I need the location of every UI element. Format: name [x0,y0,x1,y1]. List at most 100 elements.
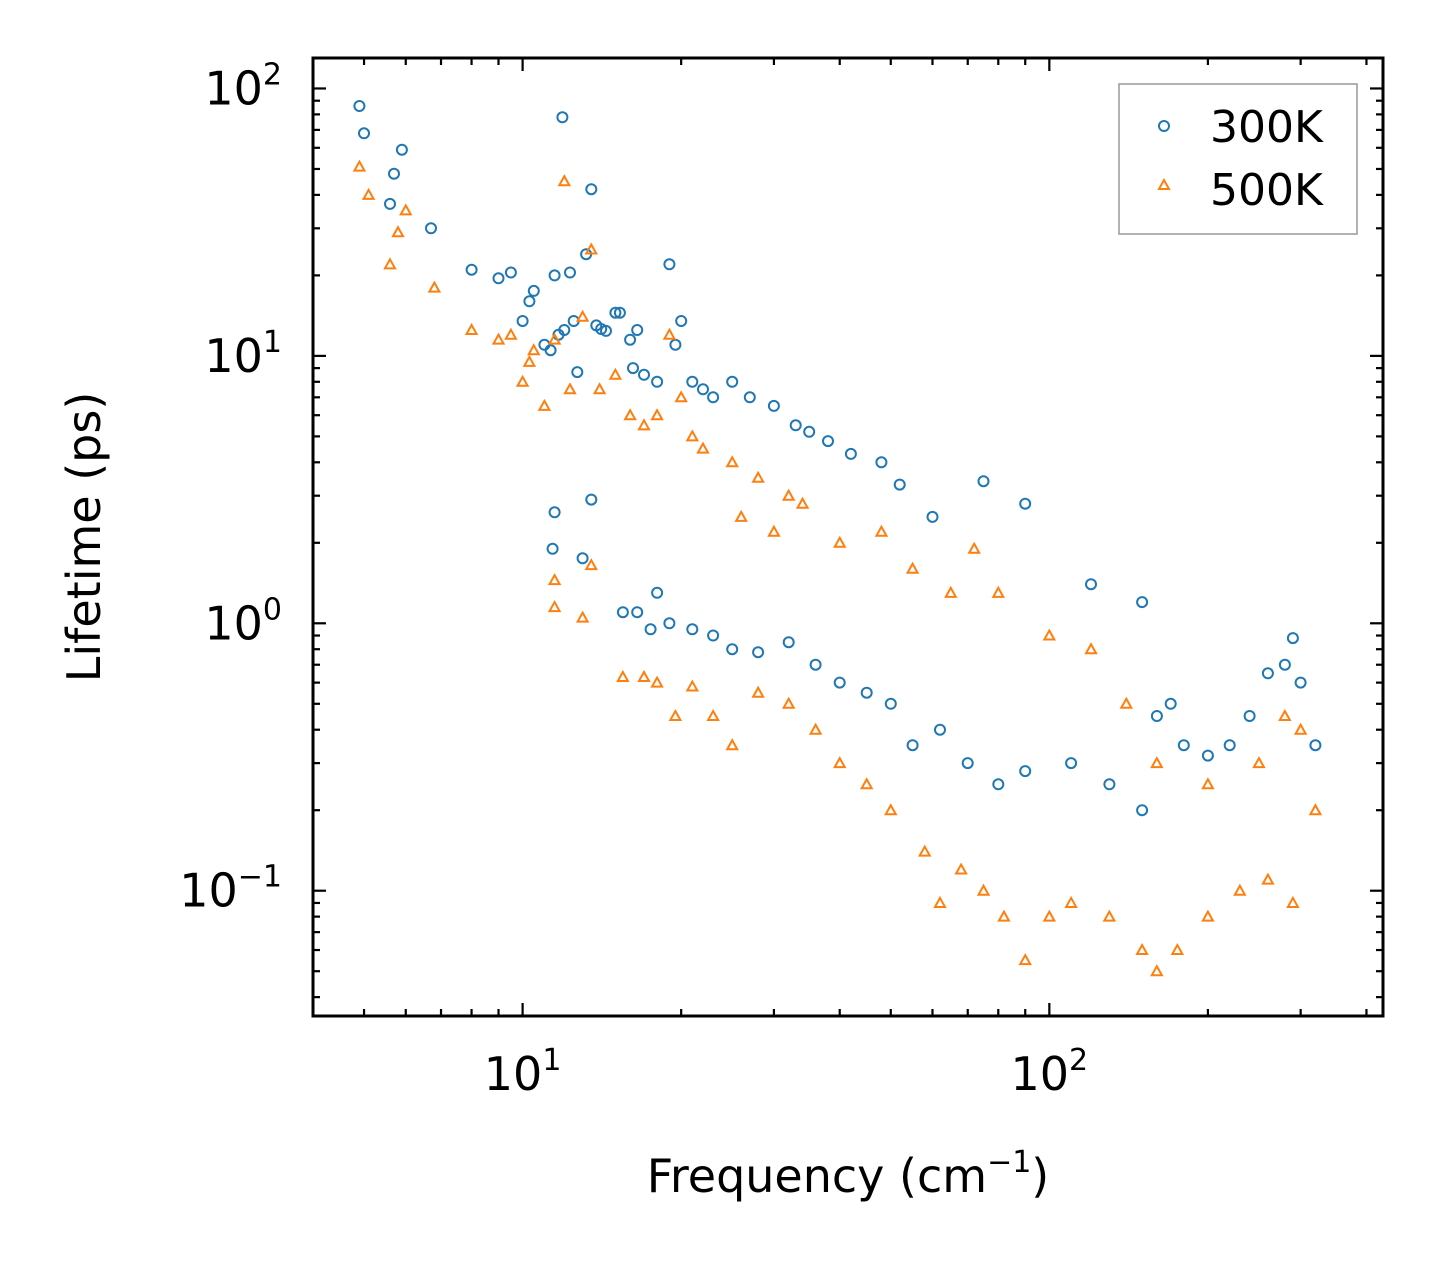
point-300K [644,623,657,636]
point-500K [874,524,889,537]
point-500K [399,203,413,216]
point-500K [515,374,530,387]
point-300K [663,617,676,630]
point-500K [976,883,991,896]
point-500K [685,679,700,692]
point-500K [608,367,623,380]
y-axis-label: Lifetime (ps) [57,392,111,683]
point-300K [556,111,569,124]
x-tick-label: 101 [484,1043,562,1101]
point-300K [609,306,622,319]
point-500K [685,429,700,442]
point-300K [353,100,366,112]
point-300K [1309,739,1322,752]
point-300K [934,723,946,736]
point-500K [391,225,405,238]
point-300K [675,315,688,327]
point-300K [789,419,802,432]
point-500K [905,561,920,574]
point-300K [1201,749,1214,762]
point-500K [491,332,506,345]
point-300K [961,757,974,770]
point-300K [1164,697,1177,710]
legend-box [1118,83,1358,235]
point-300K [358,127,370,140]
point-500K [575,610,590,623]
point-300K [1278,658,1291,671]
point-500K [1102,909,1117,922]
scatter-points-layer [352,100,1323,977]
point-300K [600,324,612,337]
y-tick-label: 10−1 [179,860,282,918]
point-300K [638,368,650,381]
point-300K [523,295,536,308]
point-300K [767,399,780,412]
legend-label-500k: 500K [1210,165,1324,216]
point-500K [706,708,720,722]
point-300K [906,739,919,752]
point-500K [1135,942,1149,956]
point-300K [1019,497,1032,510]
point-500K [427,280,442,293]
point-500K [884,803,898,816]
point-300K [992,778,1005,791]
point-500K [1308,803,1323,816]
point-300K [546,542,559,555]
x-axis-label: Frequency (cm−1) [647,1145,1050,1203]
point-500K [833,756,847,769]
point-500K [650,408,664,421]
point-500K [361,187,376,200]
point-500K [751,470,765,483]
point-300K [686,623,699,636]
point-500K [1233,883,1247,896]
point-300K [516,315,529,327]
point-500K [1042,628,1057,641]
point-300K [613,306,626,319]
point-500K [997,909,1011,922]
point-300K [1103,778,1116,791]
point-500K [616,669,630,682]
point-300K [1223,739,1236,752]
point-500K [668,708,683,722]
point-300K [384,197,396,210]
point-500K [584,558,598,571]
point-300K [743,391,756,404]
point-300K [875,456,888,469]
point-300K [425,222,437,235]
point-300K [631,606,644,619]
point-500K [575,309,590,322]
point-300K [809,658,822,671]
point-300K [1150,710,1163,722]
point-500K [592,382,607,395]
point-500K [1286,895,1300,908]
point-500K [696,441,710,454]
point-500K [1293,722,1308,735]
point-300K [538,338,551,351]
point-300K [1136,804,1149,817]
point-300K [707,391,720,404]
point-300K [564,266,576,279]
point-300K [585,183,598,196]
point-500K [383,257,397,270]
point-500K [751,685,765,698]
point-500K [662,327,677,340]
point-300K [651,375,664,388]
point-300K [663,258,676,271]
y-tick-label: 100 [204,592,282,650]
x-tick-label: 102 [1011,1043,1089,1101]
point-300K [616,606,629,619]
point-500K [1261,872,1275,885]
point-300K [697,383,709,396]
point-300K [548,269,561,282]
point-300K [669,338,682,351]
point-500K [859,777,874,790]
point-500K [833,535,847,548]
point-500K [725,455,739,468]
series-300K [353,100,1322,817]
point-500K [734,509,748,522]
point-500K [1119,696,1134,709]
point-500K [557,174,572,187]
point-300K [844,447,857,460]
point-500K [1018,953,1032,966]
point-500K [1252,756,1266,769]
